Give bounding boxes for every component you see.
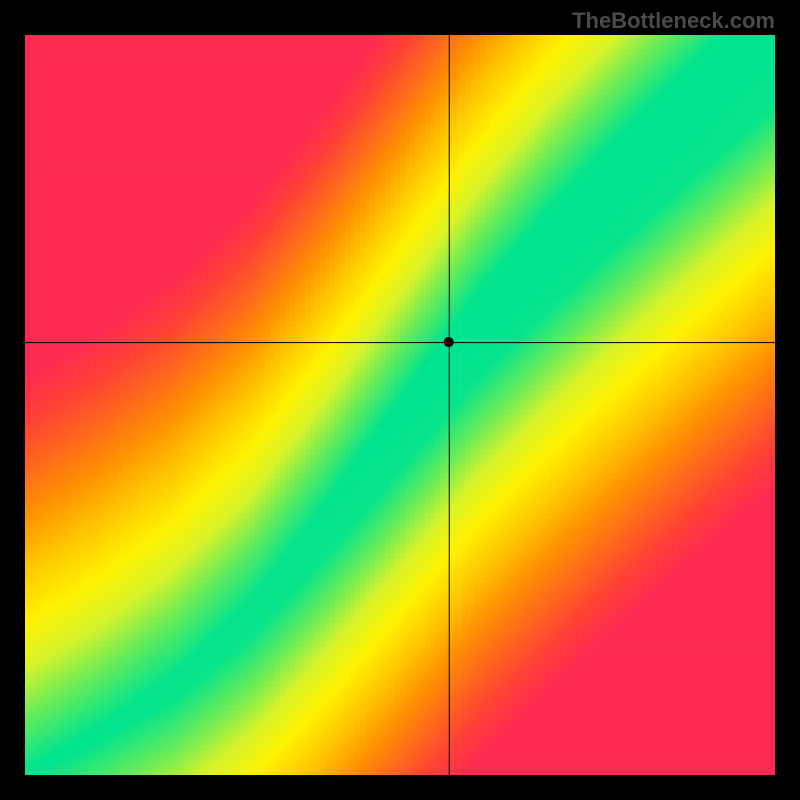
watermark-text: TheBottleneck.com bbox=[572, 8, 775, 34]
heatmap-canvas bbox=[25, 35, 775, 775]
heatmap-plot bbox=[25, 35, 775, 775]
